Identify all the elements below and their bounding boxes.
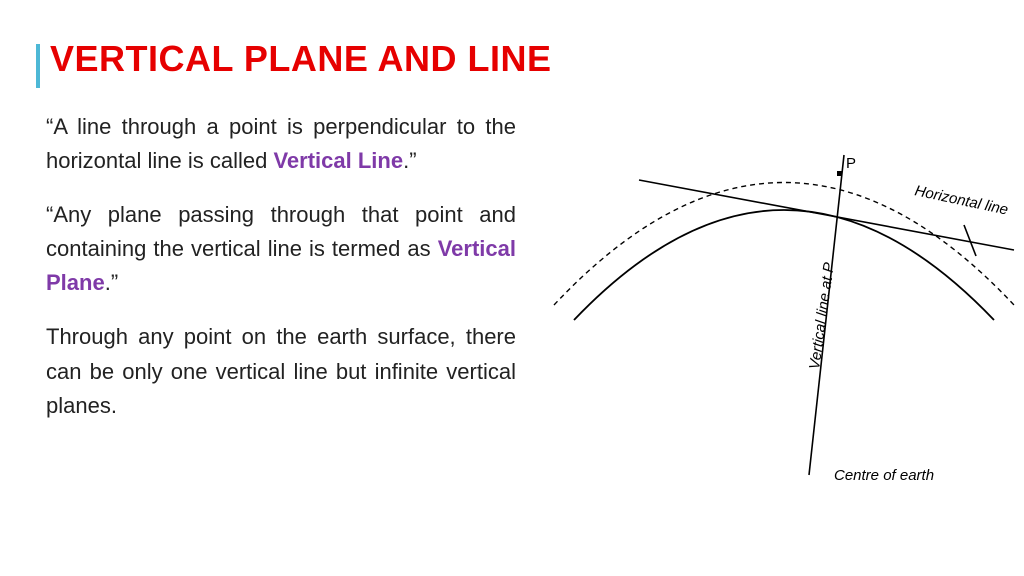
paragraph-1-suffix: .” <box>403 148 416 173</box>
point-p-marker <box>837 171 842 176</box>
label-vertical-line: Vertical line at P <box>806 261 838 370</box>
paragraph-1: “A line through a point is perpendicular… <box>46 110 516 178</box>
earth-surface-arc <box>574 210 994 320</box>
title-accent-bar <box>36 44 40 88</box>
paragraph-3: Through any point on the earth surface, … <box>46 320 516 422</box>
paragraph-2-suffix: .” <box>105 270 118 295</box>
slide: VERTICAL PLANE AND LINE “A line through … <box>0 0 1024 576</box>
paragraph-3-text: Through any point on the earth surface, … <box>46 324 516 417</box>
label-centre-of-earth: Centre of earth <box>834 467 934 484</box>
paragraph-2: “Any plane passing through that point an… <box>46 198 516 300</box>
earth-diagram: P Horizontal line Vertical line at P Cen… <box>544 120 1024 500</box>
label-point-p: P <box>846 155 856 172</box>
highlight-vertical-line: Vertical Line <box>273 148 403 173</box>
slide-title: VERTICAL PLANE AND LINE <box>50 38 552 80</box>
body-text: “A line through a point is perpendicular… <box>46 110 516 443</box>
label-horizontal-line: Horizontal line <box>913 182 1010 218</box>
